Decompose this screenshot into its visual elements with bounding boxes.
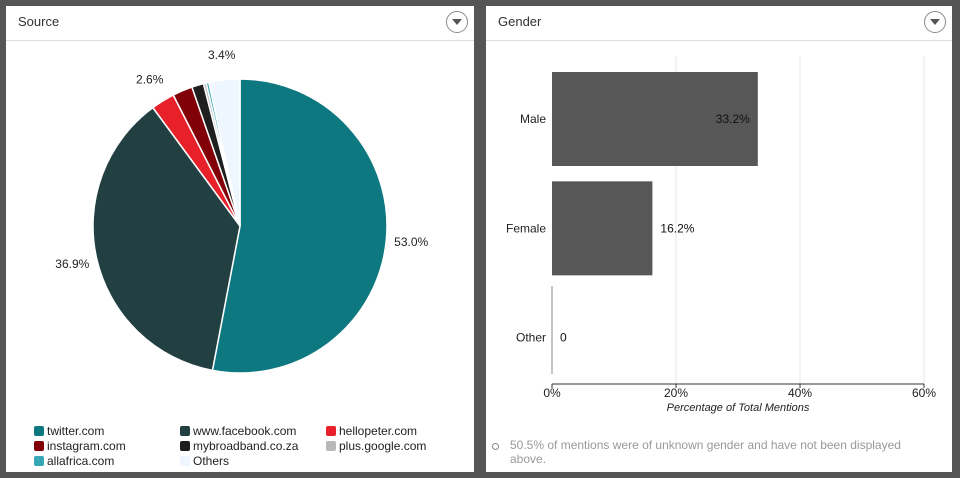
- value-label-male: 33.2%: [716, 112, 750, 126]
- pie-slice-others[interactable]: [207, 78, 241, 227]
- bar-female[interactable]: [552, 181, 653, 276]
- legend-swatch: [326, 426, 336, 436]
- legend-label: instagram.com: [47, 439, 126, 453]
- legend-label: www.facebook.com: [193, 424, 297, 438]
- pie-label-www-facebook-com: 36.9%: [55, 257, 89, 271]
- pie-slice-www-facebook-com[interactable]: [92, 106, 241, 372]
- legend-label: plus.google.com: [339, 439, 427, 453]
- chevron-down-icon: [930, 19, 940, 25]
- source-panel-title: Source: [18, 14, 60, 29]
- category-label-male: Male: [520, 112, 546, 126]
- legend-swatch: [34, 456, 44, 466]
- value-label-female: 16.2%: [660, 221, 694, 235]
- legend-item-instagram-com[interactable]: instagram.com: [34, 439, 126, 453]
- legend-item-others[interactable]: Others: [180, 454, 229, 468]
- legend-label: allafrica.com: [47, 454, 115, 468]
- gender-panel-title: Gender: [498, 14, 542, 29]
- pie-label-others: 3.4%: [208, 48, 236, 62]
- chevron-down-icon: [452, 19, 462, 25]
- legend-item-www-facebook-com[interactable]: www.facebook.com: [180, 424, 296, 438]
- x-tick-label-0: 0%: [543, 386, 561, 400]
- source-pie-chart: 53.0% 36.9% 2.6% 3.4%: [55, 48, 429, 374]
- category-label-female: Female: [506, 221, 546, 235]
- legend-swatch: [180, 456, 190, 466]
- bar-male[interactable]: [552, 72, 758, 166]
- legend-item-plus-google-com[interactable]: plus.google.com: [326, 439, 426, 453]
- legend-item-mybroadband-co-za[interactable]: mybroadband.co.za: [180, 439, 298, 453]
- source-panel: Source 53.0% 36.9% 2.6% 3.4% twitter.com www…: [6, 6, 474, 472]
- legend-swatch: [326, 441, 336, 451]
- legend-label: Others: [193, 454, 230, 468]
- pie-slice-twitter-com[interactable]: [211, 78, 388, 374]
- pie-label-hellopeter-com: 2.6%: [136, 73, 164, 87]
- x-tick-label-40: 40%: [788, 386, 812, 400]
- x-tick-label-20: 20%: [664, 386, 688, 400]
- gender-panel: Gender Male 33.2% Female 16.2% Other 0 0% 20% 40…: [486, 6, 952, 472]
- legend-swatch: [34, 426, 44, 436]
- source-panel-header: Source: [6, 6, 474, 41]
- legend-label: mybroadband.co.za: [193, 439, 299, 453]
- legend-label: hellopeter.com: [339, 424, 418, 438]
- bullet-icon: [492, 443, 499, 450]
- unknown-gender-note-text: 50.5% of mentions were of unknown gender…: [510, 438, 901, 466]
- gender-bar-chart: Male 33.2% Female 16.2% Other 0 0% 20% 40% 60% Per…: [506, 56, 936, 414]
- source-dropdown-button[interactable]: [446, 11, 468, 33]
- legend-swatch: [180, 426, 190, 436]
- x-tick-label-60: 60%: [912, 386, 936, 400]
- legend-item-hellopeter-com[interactable]: hellopeter.com: [326, 424, 417, 438]
- gender-dropdown-button[interactable]: [924, 11, 946, 33]
- pie-label-twitter-com: 53.0%: [394, 235, 428, 249]
- value-label-other: 0: [560, 331, 567, 345]
- legend-swatch: [180, 441, 190, 451]
- legend-swatch: [34, 441, 44, 451]
- gender-panel-header: Gender: [486, 6, 952, 41]
- x-axis-title: Percentage of Total Mentions: [667, 402, 810, 414]
- legend-item-allafrica-com[interactable]: allafrica.com: [34, 454, 114, 468]
- legend-label: twitter.com: [47, 424, 105, 438]
- category-label-other: Other: [516, 331, 546, 345]
- legend-item-twitter-com[interactable]: twitter.com: [34, 424, 104, 438]
